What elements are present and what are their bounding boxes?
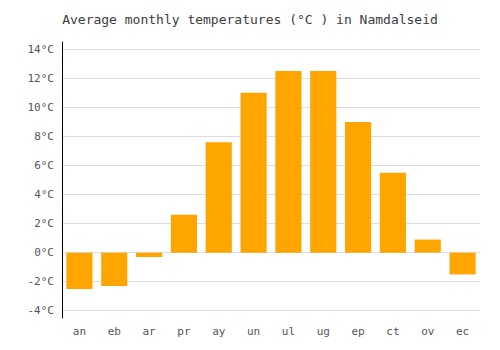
svg-text:ct: ct (386, 325, 399, 338)
svg-text:Average monthly temperatures (: Average monthly temperatures (°C ) in Na… (62, 12, 438, 27)
svg-text:an: an (73, 325, 86, 338)
svg-text:ay: ay (212, 325, 226, 338)
svg-text:0°C: 0°C (34, 246, 54, 259)
svg-text:14°C: 14°C (28, 43, 55, 56)
svg-text:ul: ul (282, 325, 295, 338)
svg-text:2°C: 2°C (34, 217, 54, 230)
svg-text:ar: ar (142, 325, 156, 338)
svg-text:10°C: 10°C (28, 101, 55, 114)
svg-text:ep: ep (351, 325, 364, 338)
svg-text:-2°C: -2°C (28, 275, 55, 288)
svg-text:ug: ug (317, 325, 330, 338)
svg-text:un: un (247, 325, 260, 338)
svg-text:eb: eb (108, 325, 121, 338)
svg-text:8°C: 8°C (34, 130, 54, 143)
svg-text:pr: pr (177, 325, 191, 338)
svg-text:ec: ec (456, 325, 469, 338)
svg-text:4°C: 4°C (34, 188, 54, 201)
svg-text:6°C: 6°C (34, 159, 54, 172)
svg-text:-4°C: -4°C (28, 304, 55, 317)
svg-text:12°C: 12°C (28, 72, 55, 85)
svg-text:ov: ov (421, 325, 435, 338)
